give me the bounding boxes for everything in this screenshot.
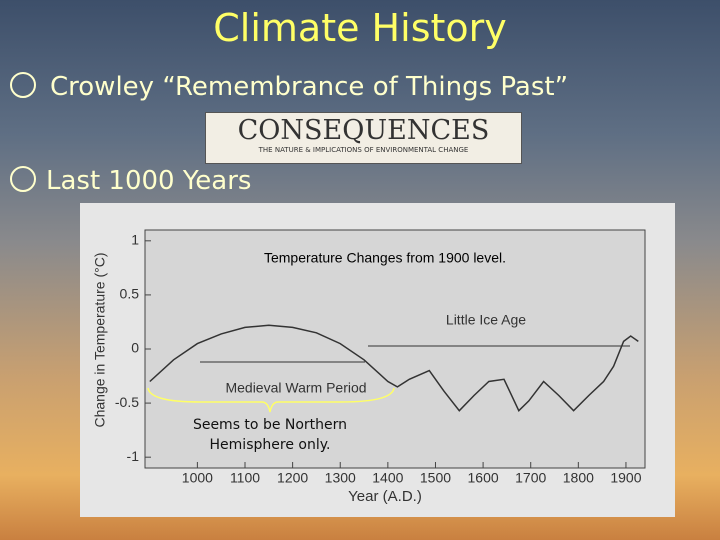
slide-title: Climate History <box>213 6 507 50</box>
data-line <box>149 324 639 412</box>
x-tick-label: 1100 <box>230 470 260 486</box>
x-axis-label: Year (A.D.) <box>348 488 422 505</box>
plot-area <box>144 229 646 469</box>
y-tick-label: -1 <box>127 448 140 464</box>
annotation: Little Ice Age <box>446 312 526 328</box>
logo: CONSEQUENCES THE NATURE & IMPLICATIONS O… <box>205 112 522 164</box>
chart-title: Temperature Changes from 1900 level. <box>264 250 506 266</box>
x-tick-label: 1200 <box>277 470 308 486</box>
bullet: Crowley “Remembrance of Things Past” <box>10 72 568 102</box>
y-tick-label: 1 <box>131 232 139 248</box>
x-tick-label: 1300 <box>325 470 356 486</box>
y-tick-label: 0.5 <box>120 286 140 302</box>
brace <box>147 387 395 413</box>
bullet-text: Crowley “Remembrance of Things Past” <box>50 72 569 102</box>
y-tick-label: 0 <box>131 340 139 356</box>
x-tick-label: 1800 <box>563 470 594 486</box>
bullet-text: Last 1000 Years <box>46 166 252 196</box>
x-tick-label: 1000 <box>182 470 213 486</box>
x-tick-label: 1500 <box>420 470 451 486</box>
x-tick-label: 1600 <box>468 470 499 486</box>
logo-subtitle: THE NATURE & IMPLICATIONS OF ENVIRONMENT… <box>258 146 469 154</box>
annotation: Medieval Warm Period <box>225 380 366 396</box>
x-tick-label: 1700 <box>515 470 546 486</box>
y-axis-label: Change in Temperature (°C) <box>92 253 108 428</box>
x-tick-label: 1900 <box>610 470 641 486</box>
note-box: Seems to be Northern Hemisphere only. <box>192 417 348 453</box>
bullet: Last 1000 Years <box>10 166 251 196</box>
x-tick-label: 1400 <box>372 470 403 486</box>
y-tick-label: -0.5 <box>115 394 139 410</box>
logo-name: CONSEQUENCES <box>237 115 490 146</box>
annotation: Seems to be Northern Hemisphere only. <box>192 417 348 453</box>
